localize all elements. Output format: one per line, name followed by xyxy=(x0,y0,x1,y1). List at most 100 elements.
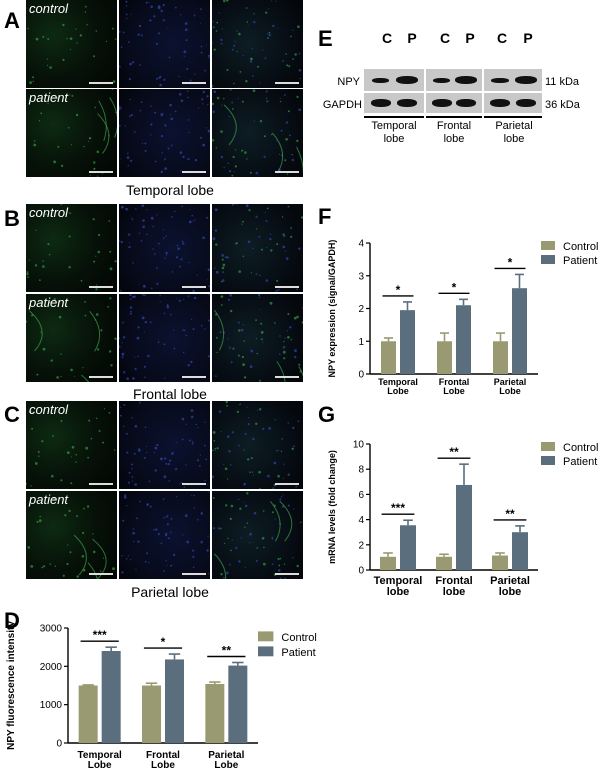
category-label: Temporal xyxy=(378,377,418,387)
bar-control xyxy=(492,555,508,570)
y-tick-label: 3 xyxy=(358,271,364,282)
legend-swatch-patient xyxy=(541,255,555,264)
blot-band xyxy=(431,99,452,107)
category-label: Frontal xyxy=(435,575,472,587)
chart-g-mrna-levels: 0 2 4 6 8 10 mRNA levels (fold change) *** Tempo… xyxy=(327,440,598,599)
significance-label: ** xyxy=(449,445,459,459)
blot-row-label: NPY xyxy=(337,76,360,88)
micrograph-parietal-patient-merge xyxy=(212,491,303,579)
y-tick-label: 1 xyxy=(358,337,364,348)
blot-group-underline xyxy=(364,116,424,118)
lane-label: C xyxy=(439,30,451,46)
blot-band xyxy=(432,77,451,83)
legend-label-patient: Patient xyxy=(563,456,597,468)
blot-row-label: GAPDH xyxy=(322,99,362,111)
category-label: Lobe xyxy=(387,386,409,396)
scale-bar xyxy=(275,82,299,84)
y-tick-label: 0 xyxy=(358,370,364,381)
significance-label: *** xyxy=(391,501,405,515)
y-tick-label: 2 xyxy=(358,304,364,315)
micrograph-temporal-control-dapi xyxy=(119,0,210,88)
micrograph-parietal-control-merge xyxy=(212,401,303,489)
significance-label: *** xyxy=(93,628,107,642)
bar-control xyxy=(142,685,161,743)
legend-label-patient: Patient xyxy=(281,647,315,659)
bar-patient xyxy=(512,288,527,374)
panel-letter-a: A xyxy=(4,8,20,33)
blot-group-label: Parietal lobe xyxy=(495,120,533,145)
control-label: control xyxy=(29,205,69,220)
blot-band xyxy=(514,76,537,84)
chart-d-fluorescence: 0 1000 2000 3000 NPY fluorescence intensity *… xyxy=(6,621,317,771)
panel-letter-c: C xyxy=(4,402,20,427)
scale-bar xyxy=(275,376,299,378)
category-label: Lobe xyxy=(499,386,521,396)
blot-size-label: 36 kDa xyxy=(545,99,580,111)
blot-band xyxy=(515,99,536,107)
blot-band xyxy=(397,99,418,107)
region-label-temporal: Temporal lobe xyxy=(126,182,214,198)
legend-swatch-patient xyxy=(258,646,274,657)
scale-bar xyxy=(275,483,299,485)
blot-group-label: Frontal lobe xyxy=(436,120,472,145)
scale-bar xyxy=(182,171,206,173)
patient-label: patient xyxy=(29,295,69,310)
panel-letter-e: E xyxy=(318,26,333,51)
legend-label-control: Control xyxy=(563,442,598,454)
scale-bar xyxy=(182,82,206,84)
legend-swatch-control xyxy=(541,442,555,451)
bar-patient xyxy=(456,484,472,570)
y-tick-label: 2 xyxy=(358,540,364,551)
bar-patient xyxy=(400,310,415,374)
legend-swatch-control xyxy=(258,631,274,642)
control-label: control xyxy=(29,1,69,16)
control-label: control xyxy=(29,402,69,417)
micrograph-frontal-control-dapi xyxy=(119,204,210,292)
scale-bar xyxy=(182,286,206,288)
micrograph-temporal-control-green: control xyxy=(26,0,117,88)
bar-control xyxy=(381,341,396,374)
blot-band xyxy=(396,76,419,84)
micrograph-parietal-control-dapi xyxy=(119,401,210,489)
blot-strip xyxy=(484,93,542,113)
scale-bar xyxy=(275,171,299,173)
panel-letter-f: F xyxy=(318,204,332,229)
category-label: Parietal xyxy=(208,750,244,761)
bar-control xyxy=(493,341,508,374)
bar-patient xyxy=(456,305,471,374)
region-label-frontal: Frontal lobe xyxy=(133,386,207,402)
bar-control xyxy=(437,341,452,374)
category-label: Lobe xyxy=(443,386,465,396)
blot-band xyxy=(490,99,511,107)
micrograph-temporal-patient-green: patient xyxy=(26,89,117,177)
y-tick-label: 2000 xyxy=(40,662,63,673)
bar-control xyxy=(205,683,225,743)
panel-letter-d: D xyxy=(4,608,20,633)
significance-label: ** xyxy=(505,507,515,521)
micrograph-frontal-patient-merge xyxy=(212,294,303,382)
micrograph-parietal-patient-green: patient xyxy=(26,491,117,579)
y-tick-label: 0 xyxy=(358,566,364,577)
category-label: Temporal xyxy=(78,750,122,761)
category-label: Parietal xyxy=(490,575,530,587)
category-label: Frontal xyxy=(439,377,470,387)
scale-bar xyxy=(275,286,299,288)
lane-label: C xyxy=(381,30,393,46)
legend-swatch-control xyxy=(541,241,555,250)
significance-label: ** xyxy=(222,644,232,658)
category-label: Lobe xyxy=(214,760,238,771)
legend-label-patient: Patient xyxy=(563,255,597,267)
scale-bar xyxy=(89,82,113,84)
micrograph-temporal-patient-merge xyxy=(212,89,303,177)
y-tick-label: 0 xyxy=(56,739,62,750)
scale-bar xyxy=(182,483,206,485)
bar-patient xyxy=(101,651,121,743)
micrograph-temporal-control-merge xyxy=(212,0,303,88)
bar-control xyxy=(380,556,396,570)
legend-label-control: Control xyxy=(563,241,598,253)
category-label: lobe xyxy=(443,586,466,598)
category-label: lobe xyxy=(499,586,522,598)
y-tick-label: 4 xyxy=(358,515,364,526)
bar-control xyxy=(78,685,98,743)
significance-label: * xyxy=(396,283,401,297)
